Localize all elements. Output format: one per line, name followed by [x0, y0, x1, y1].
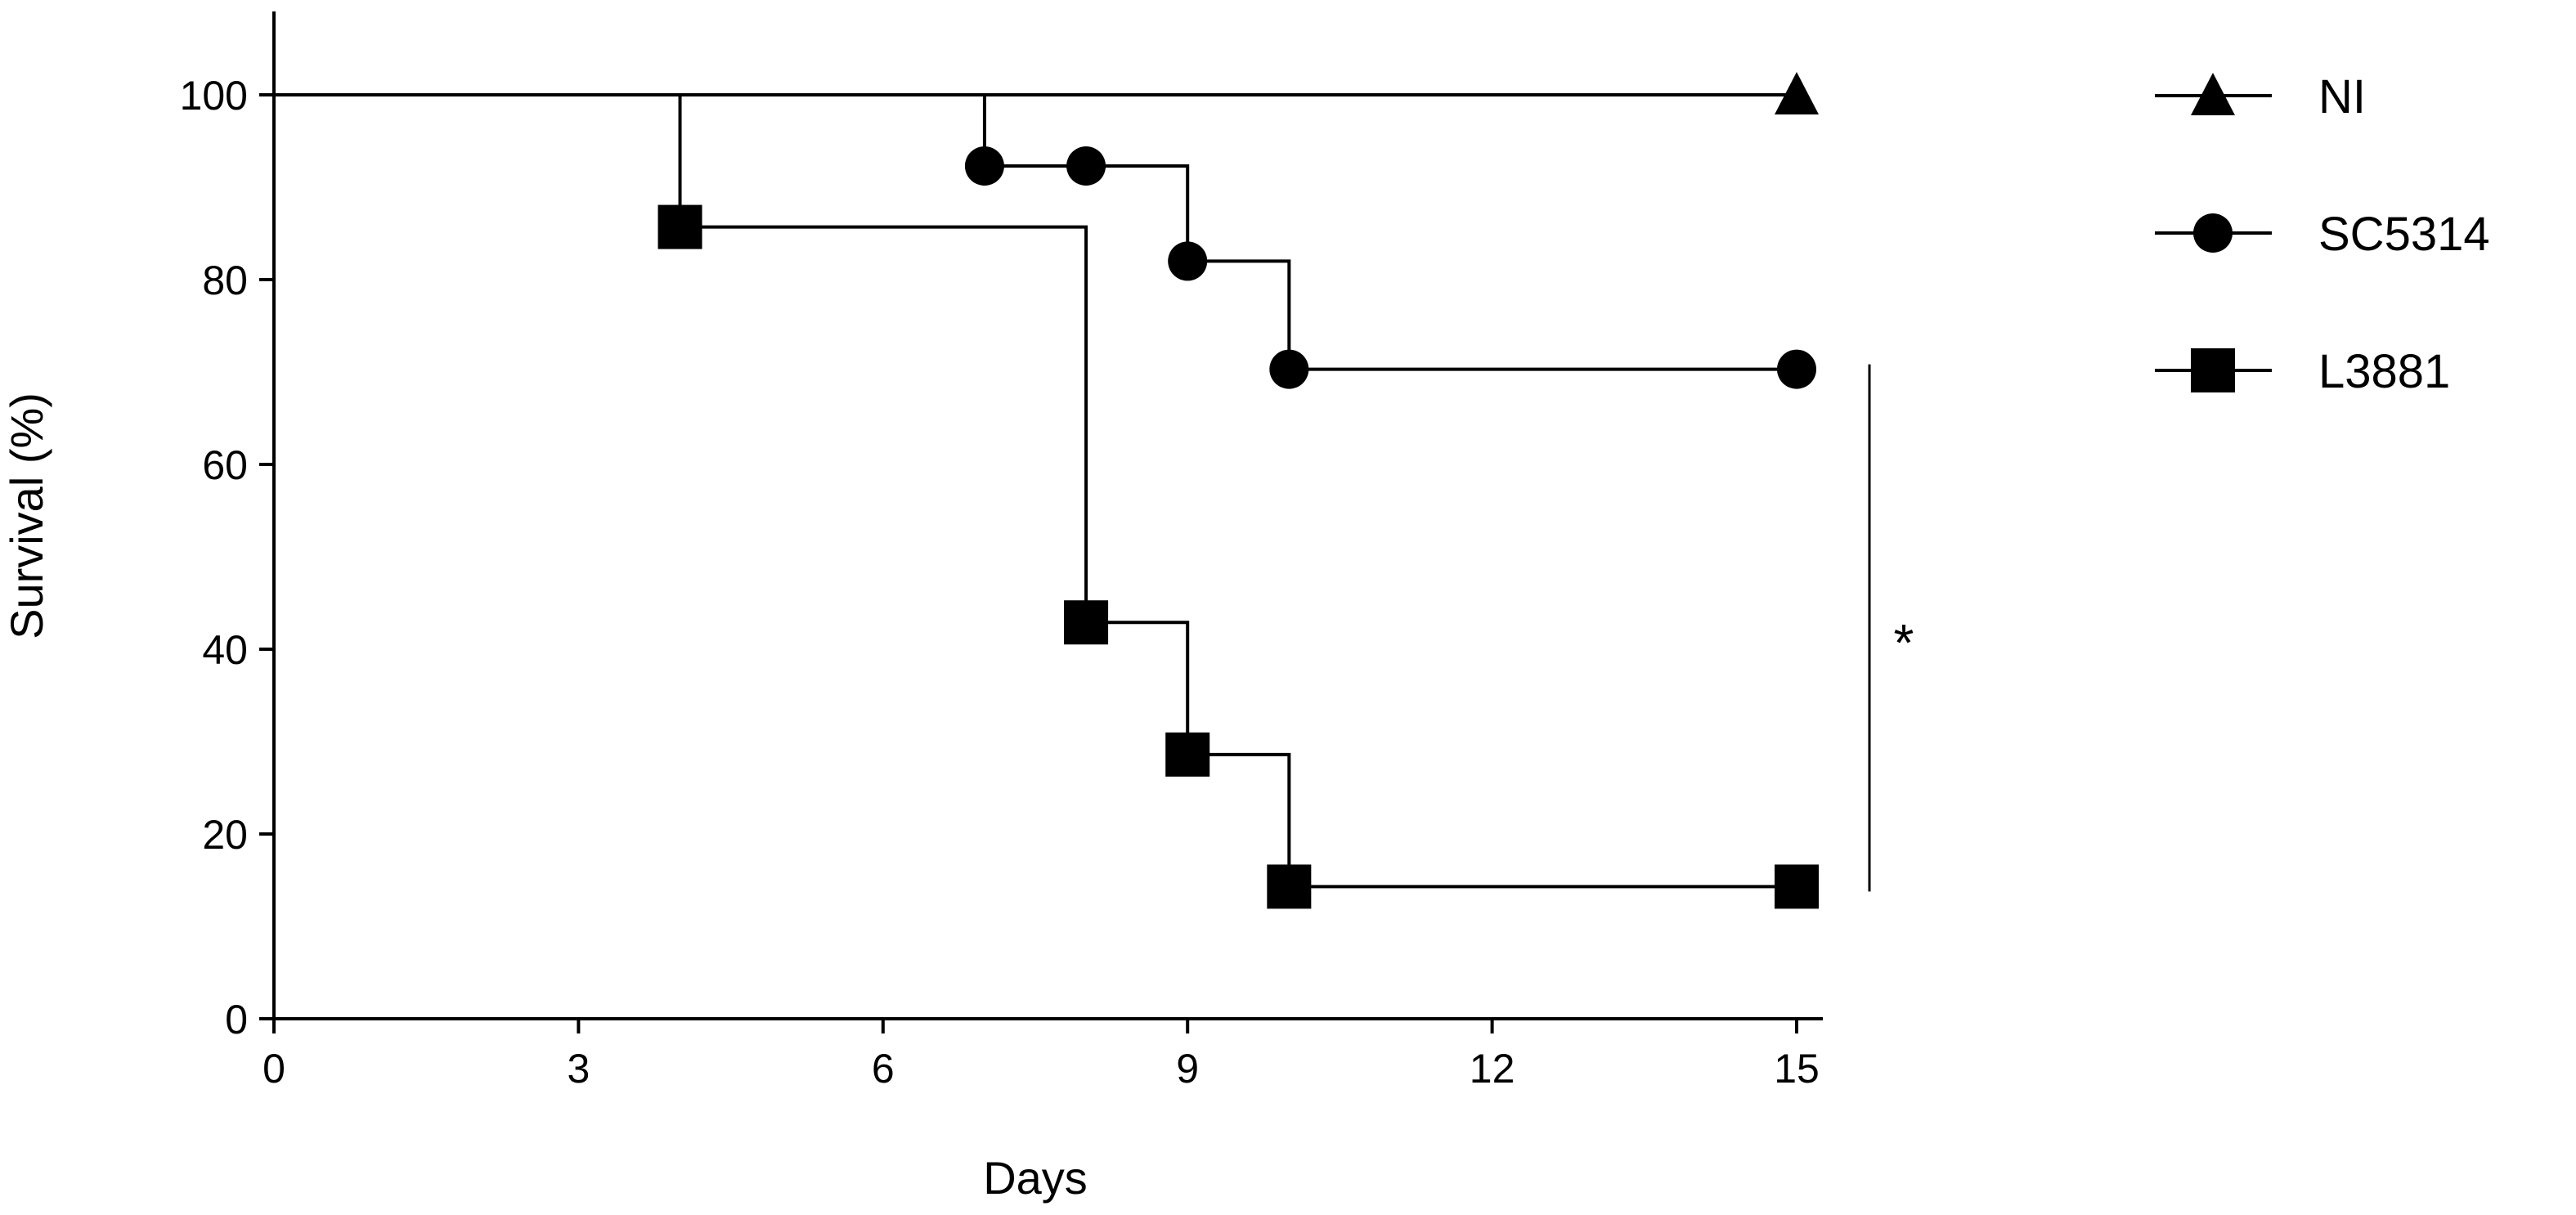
- y-tick-label: 60: [202, 442, 248, 488]
- y-tick-label: 100: [180, 73, 248, 119]
- data-point-sc5314: [964, 146, 1004, 186]
- data-point-sc5314: [1066, 146, 1106, 186]
- series-sc5314: [274, 93, 1816, 389]
- data-point-l3881: [1775, 864, 1819, 909]
- data-point-l3881: [1064, 600, 1109, 645]
- series-line-sc5314: [274, 93, 1797, 371]
- annotation-layer: *: [1868, 364, 1914, 892]
- legend-item-l3881: L3881: [2155, 345, 2450, 398]
- x-tick-label: 9: [1176, 1046, 1199, 1092]
- data-point-ni: [1775, 72, 1819, 114]
- x-tick-label: 3: [567, 1046, 590, 1092]
- y-tick-label: 0: [225, 997, 248, 1042]
- legend: NI SC5314 L3881: [2155, 70, 2490, 398]
- significance-label: *: [1894, 613, 1914, 672]
- legend-label-l3881: L3881: [2318, 345, 2450, 398]
- series-l3881: [274, 93, 1819, 909]
- x-tick-label: 15: [1774, 1046, 1820, 1092]
- legend-item-sc5314: SC5314: [2155, 208, 2490, 261]
- series-line-l3881: [274, 93, 1797, 889]
- data-point-sc5314: [1777, 349, 1816, 389]
- x-axis-title: Days: [983, 1152, 1088, 1204]
- legend-marker-sc5314: [2193, 213, 2233, 253]
- y-tick-label: 20: [202, 812, 248, 858]
- y-tick-label: 80: [202, 258, 248, 303]
- data-point-l3881: [657, 204, 702, 249]
- data-point-sc5314: [1269, 349, 1309, 389]
- y-tick-label: 40: [202, 627, 248, 673]
- data-point-l3881: [1267, 864, 1312, 909]
- series-layer: [274, 72, 1819, 909]
- y-axis-title: Survival (%): [1, 392, 52, 639]
- data-point-sc5314: [1168, 241, 1208, 281]
- data-point-l3881: [1165, 732, 1210, 777]
- legend-label-sc5314: SC5314: [2318, 208, 2490, 261]
- legend-marker-l3881: [2191, 348, 2235, 392]
- x-tick-label: 6: [872, 1046, 895, 1092]
- x-tick-label: 12: [1470, 1046, 1515, 1092]
- legend-label-ni: NI: [2318, 70, 2366, 123]
- x-tick-label: 0: [263, 1046, 285, 1092]
- legend-item-ni: NI: [2155, 70, 2366, 123]
- axes: 0 3 6 9 12 15 0 20 40 60 80 100 Days Survival (%): [1, 11, 1823, 1204]
- legend-marker-ni: [2191, 73, 2235, 115]
